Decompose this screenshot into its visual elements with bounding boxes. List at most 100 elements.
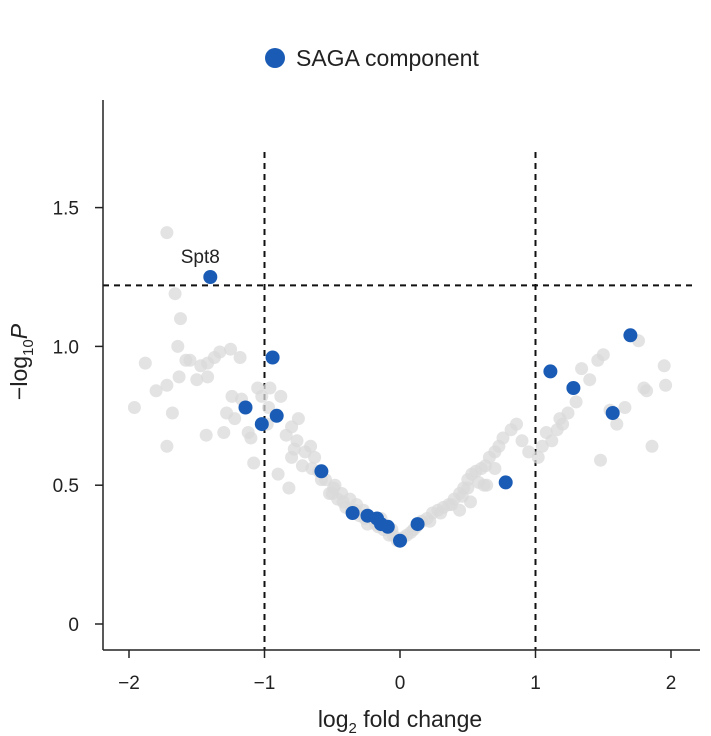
y-tick-label-3: 1.5 [53,199,79,220]
other-point-3 [171,339,185,353]
x-tick-label-3: 1 [530,673,541,694]
other-point-14 [165,406,179,420]
x-ticks: −2 −1 0 1 2 [118,650,676,694]
other-point-130 [255,389,269,403]
other-point-12 [149,384,163,398]
saga-point-15 [566,381,581,395]
y-axis-title-sub: 10 [20,339,37,356]
other-point-90 [545,434,559,448]
other-point-126 [535,439,549,453]
saga-point-6 [345,506,360,520]
other-point-131 [263,381,277,395]
saga-point-3 [254,417,269,432]
saga-point-10 [380,519,395,534]
other-point-10 [127,401,141,414]
other-point-20 [217,426,231,439]
other-point-18 [199,428,213,442]
other-point-42 [304,439,318,453]
other-point-101 [618,401,632,414]
other-point-98 [596,348,610,362]
other-point-125 [477,478,491,492]
y-tick-label-0: 0 [68,615,79,636]
saga-point-12 [410,517,425,532]
x-tick-label-1: −1 [254,673,276,694]
other-point-11 [138,356,152,370]
x-axis-title-sub: 2 [349,720,357,736]
other-point-85 [510,417,523,431]
x-axis-title-rest: fold change [357,706,482,732]
other-point-105 [657,359,671,373]
other-point-116 [434,506,448,520]
other-point-6 [201,370,215,384]
other-point-124 [464,495,477,509]
other-point-135 [328,478,342,492]
other-point-36 [247,456,261,470]
y-tick-label-1: 0.5 [53,476,79,497]
other-point-128 [594,453,607,467]
other-point-43 [308,450,322,464]
other-point-96 [583,373,597,387]
other-point-34 [241,426,255,439]
threshold-lines [103,152,693,650]
other-point-26 [274,389,288,403]
other-point-88 [531,450,545,464]
saga-point-11 [393,533,407,548]
saga-point-1 [265,350,280,365]
saga-point-16 [605,406,620,420]
other-point-122 [488,462,502,475]
saga-points [203,270,638,548]
other-point-31 [160,439,174,453]
other-point-15 [172,370,186,384]
saga-point-4 [269,408,284,423]
x-tick-label-2: 0 [395,673,406,694]
saga-point-17 [623,328,638,343]
other-point-16 [179,353,193,367]
other-point-95 [575,362,589,376]
other-points [127,226,673,548]
saga-point-5 [314,464,329,479]
y-axis-title-base: −log [6,356,32,400]
other-point-119 [461,481,475,495]
other-point-13 [160,378,174,392]
legend: SAGA component [265,45,479,71]
other-point-100 [610,417,624,431]
other-point-0 [160,226,174,240]
annotations: Spt8 [181,247,220,268]
other-point-35 [225,389,239,403]
other-point-1 [168,287,182,301]
other-point-109 [336,495,350,509]
other-point-115 [423,514,437,528]
other-point-106 [659,378,673,392]
other-point-87 [522,445,536,459]
y-axis-title: −log10P [6,323,37,400]
legend-marker [265,48,285,68]
other-point-9 [233,351,247,364]
other-point-32 [201,356,215,370]
annotation-label-0: Spt8 [181,247,220,268]
y-axis-title-rest: P [6,323,32,339]
other-point-123 [453,503,467,517]
saga-point-0 [203,270,218,284]
x-tick-label-4: 2 [666,673,677,694]
saga-point-2 [238,400,253,415]
other-point-104 [645,439,659,453]
other-point-2 [174,312,187,326]
other-point-83 [496,431,510,445]
other-point-94 [569,395,583,409]
x-tick-label-0: −2 [118,673,140,694]
other-point-133 [285,420,299,434]
other-point-127 [553,412,567,426]
other-point-8 [224,342,238,356]
other-point-38 [271,467,285,481]
other-point-132 [290,434,304,448]
axes [102,100,700,651]
other-point-39 [282,481,296,495]
other-point-17 [190,373,204,387]
other-point-129 [640,384,654,398]
other-point-37 [262,401,276,414]
x-axis-title: log2 fold change [318,706,482,736]
saga-point-14 [543,364,558,379]
other-point-33 [220,406,234,420]
y-tick-label-2: 1.0 [53,337,79,358]
